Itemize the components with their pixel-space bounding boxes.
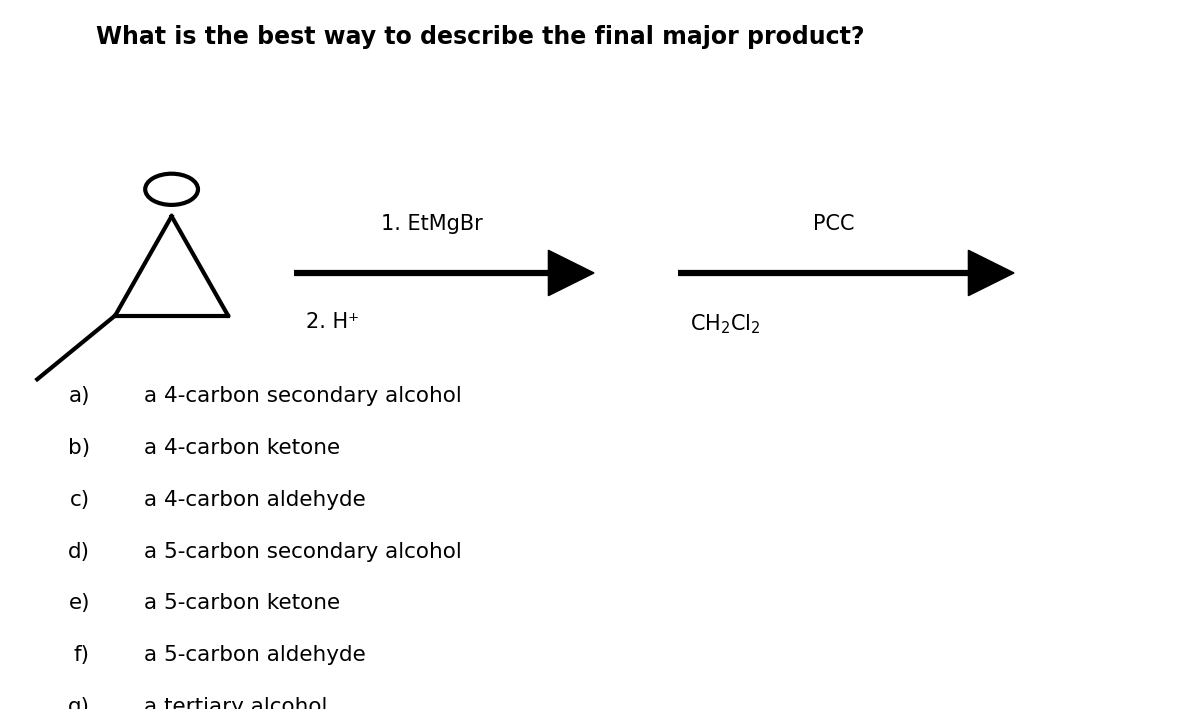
Text: d): d) (68, 542, 90, 562)
Text: a 5-carbon ketone: a 5-carbon ketone (144, 593, 340, 613)
Text: $\mathregular{CH_2Cl_2}$: $\mathregular{CH_2Cl_2}$ (690, 312, 761, 335)
Text: a tertiary alcohol: a tertiary alcohol (144, 697, 328, 709)
Text: e): e) (68, 593, 90, 613)
Text: PCC: PCC (814, 214, 854, 234)
Text: a 5-carbon aldehyde: a 5-carbon aldehyde (144, 645, 366, 665)
Text: What is the best way to describe the final major product?: What is the best way to describe the fin… (96, 25, 864, 49)
Text: a 4-carbon aldehyde: a 4-carbon aldehyde (144, 490, 366, 510)
Text: a 5-carbon secondary alcohol: a 5-carbon secondary alcohol (144, 542, 462, 562)
Text: g): g) (68, 697, 90, 709)
Polygon shape (548, 250, 594, 296)
Text: a): a) (68, 386, 90, 406)
Text: 1. EtMgBr: 1. EtMgBr (382, 214, 482, 234)
Text: a 4-carbon secondary alcohol: a 4-carbon secondary alcohol (144, 386, 462, 406)
Text: a 4-carbon ketone: a 4-carbon ketone (144, 438, 340, 458)
Text: b): b) (68, 438, 90, 458)
Text: c): c) (70, 490, 90, 510)
Polygon shape (968, 250, 1014, 296)
Text: f): f) (74, 645, 90, 665)
Text: 2. H⁺: 2. H⁺ (306, 312, 359, 332)
